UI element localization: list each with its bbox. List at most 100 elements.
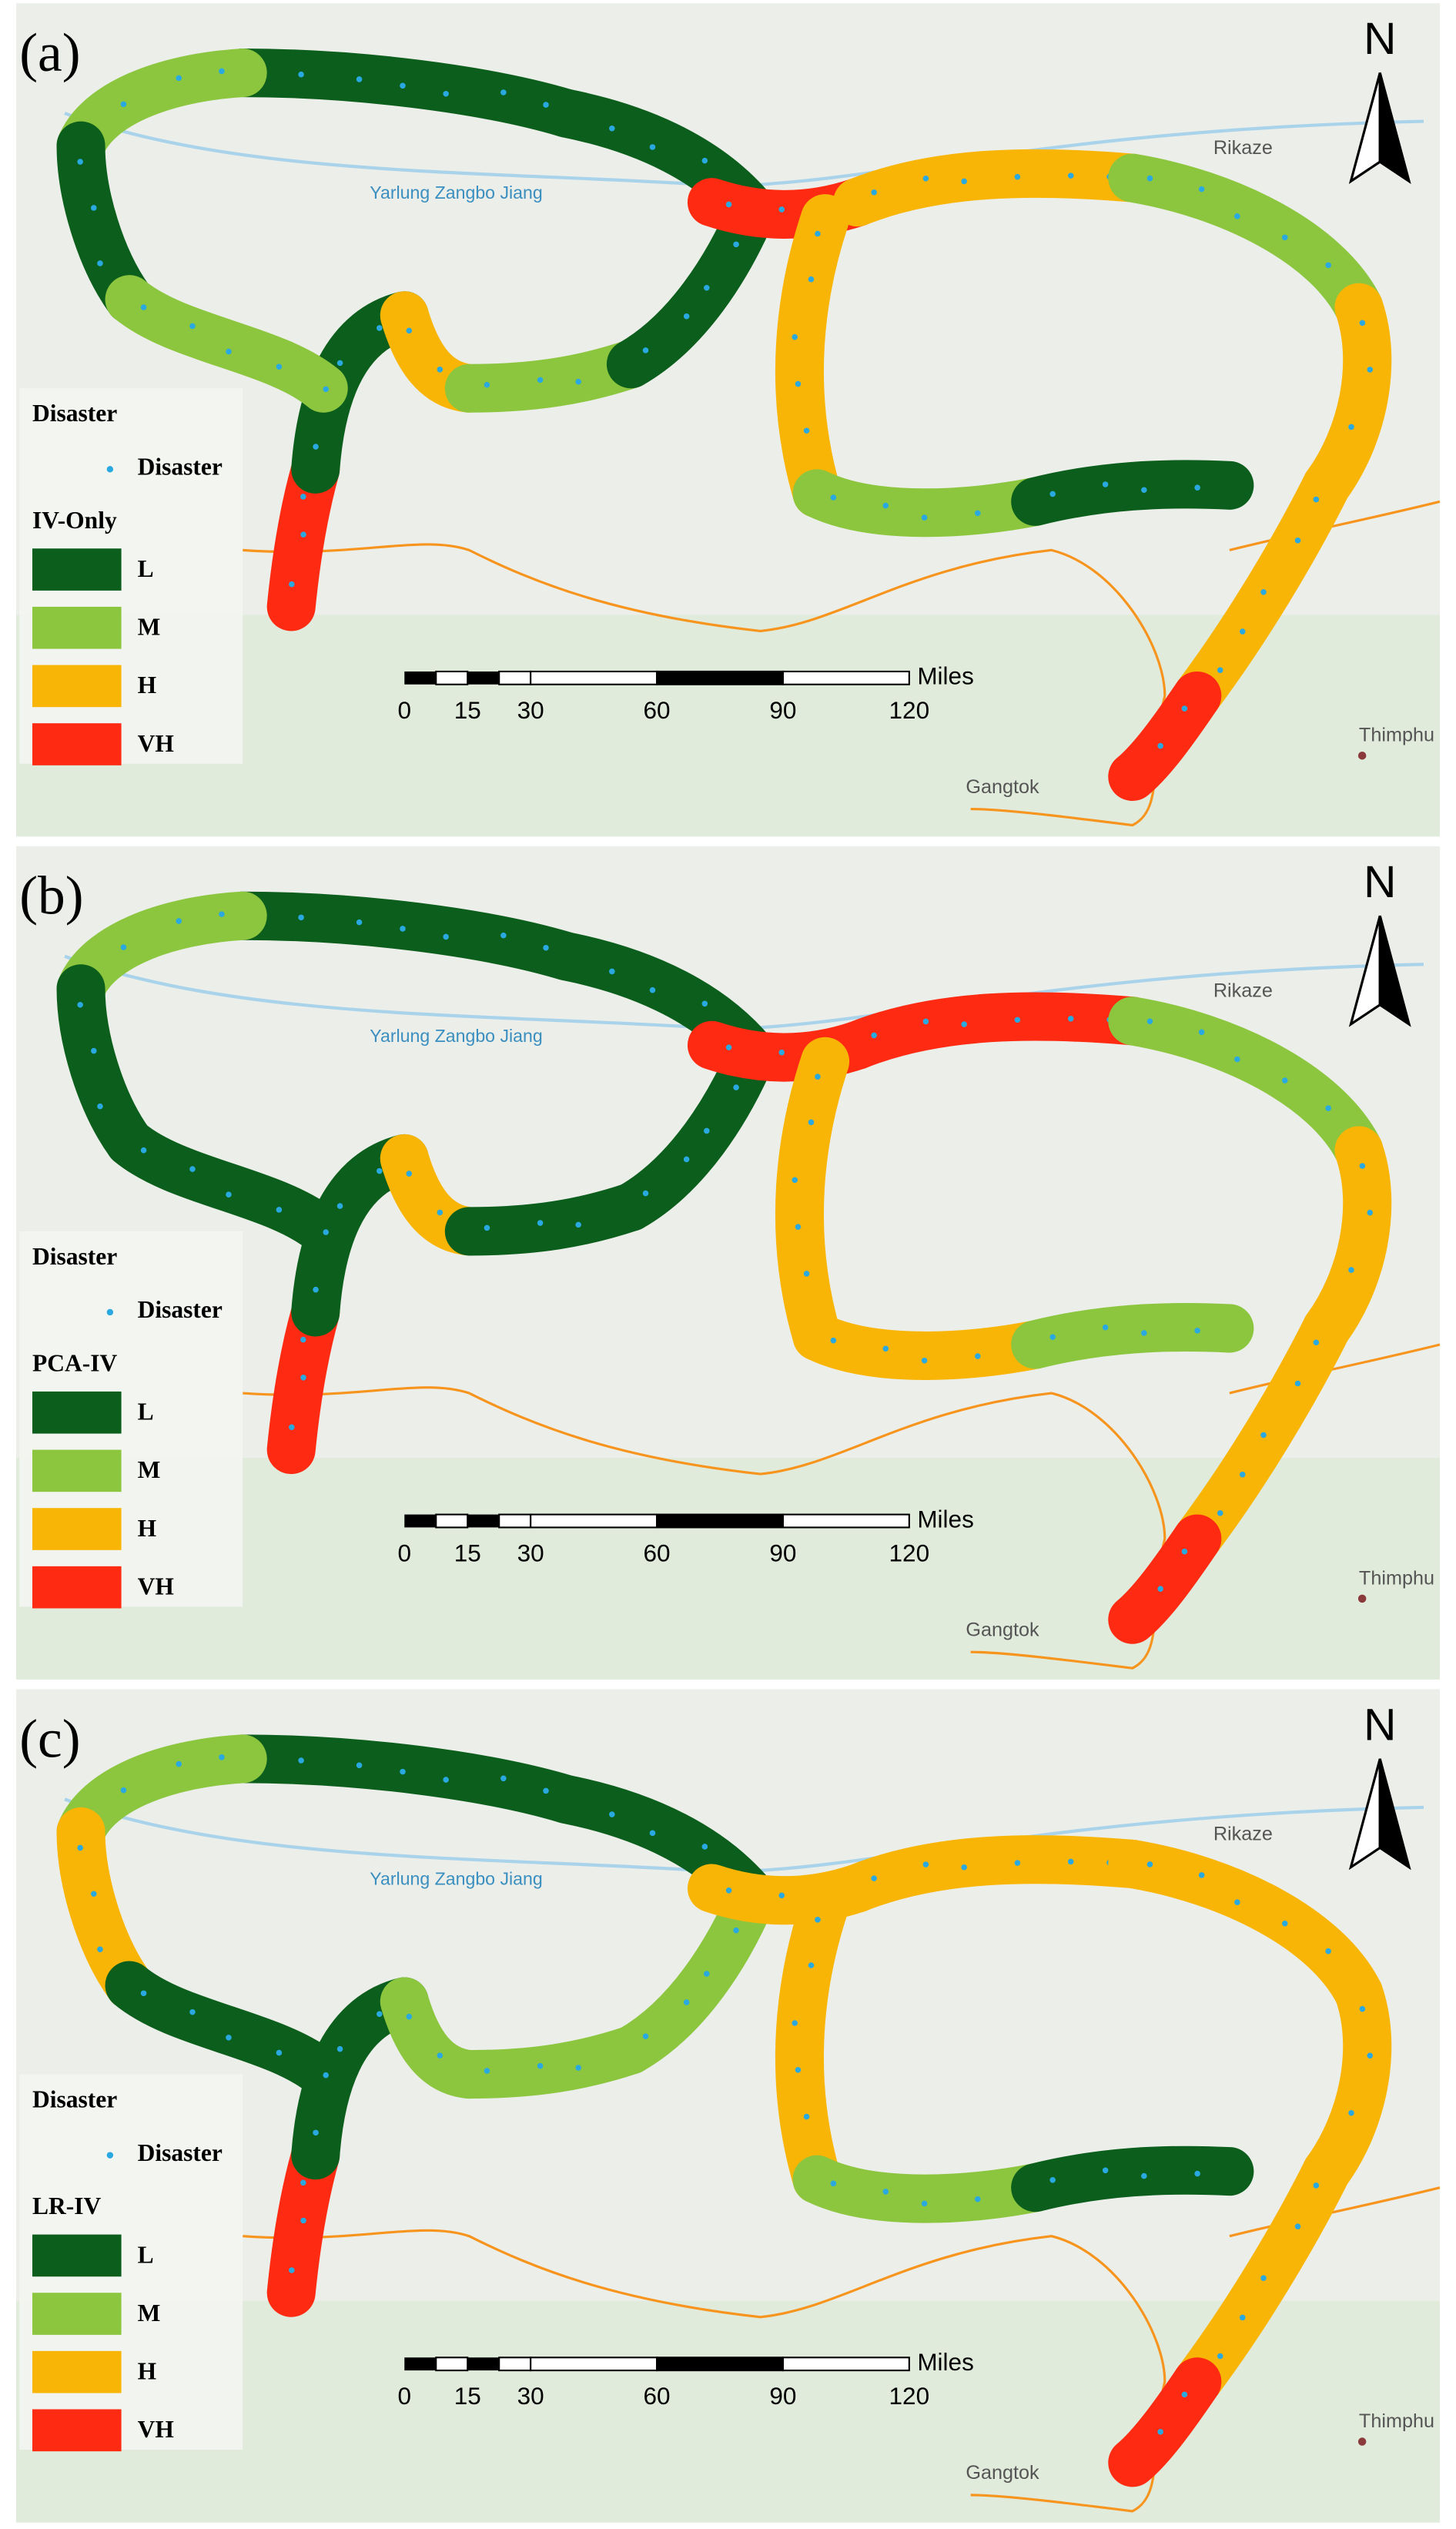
disaster-point — [1194, 1328, 1200, 1334]
disaster-point — [1067, 1858, 1074, 1865]
legend-dot — [106, 1308, 114, 1316]
disaster-point — [704, 1971, 710, 1977]
route-zone — [444, 340, 655, 413]
disaster-point — [1313, 496, 1320, 503]
disaster-point — [1194, 484, 1200, 491]
scale-segment — [498, 2356, 532, 2372]
scale-segment — [435, 670, 469, 685]
disaster-point — [1367, 367, 1374, 373]
disaster-point — [189, 2008, 196, 2015]
disaster-point — [701, 1000, 708, 1007]
disaster-point — [683, 1156, 690, 1163]
disaster-point — [1146, 1861, 1153, 1867]
legend-heading: Disaster — [32, 400, 117, 427]
disaster-point — [377, 2011, 383, 2018]
legend-swatch — [32, 2409, 122, 2452]
disaster-point — [1239, 2314, 1246, 2321]
disaster-point — [1146, 1018, 1153, 1025]
disaster-point — [1181, 705, 1188, 712]
disaster-point — [830, 494, 837, 501]
scale-segment — [435, 2356, 469, 2372]
disaster-point — [792, 1177, 798, 1184]
north-label: N — [1364, 14, 1396, 64]
disaster-point — [323, 1229, 329, 1235]
panel-label: (a) — [19, 22, 80, 83]
disaster-point — [575, 1221, 581, 1228]
scale-label: 15 — [454, 1539, 481, 1566]
city-marker — [1357, 751, 1367, 760]
disaster-point — [701, 1844, 708, 1850]
disaster-point — [400, 1768, 406, 1775]
disaster-point — [1367, 1209, 1374, 1216]
disaster-point — [77, 1001, 83, 1008]
north-arrow — [1378, 915, 1411, 1027]
disaster-point — [649, 144, 656, 150]
disaster-point — [871, 1875, 877, 1881]
disaster-point — [1157, 742, 1163, 749]
disaster-point — [1014, 1017, 1021, 1023]
disaster-point — [778, 1892, 785, 1899]
disaster-point — [176, 75, 182, 82]
disaster-point — [1367, 2052, 1374, 2059]
route-zone — [775, 1037, 850, 1362]
disaster-point — [219, 911, 225, 917]
disaster-point — [443, 90, 449, 97]
disaster-point — [377, 325, 383, 331]
north-label: N — [1364, 1700, 1396, 1750]
disaster-point — [406, 1171, 413, 1177]
legend-swatch — [32, 1566, 122, 1609]
disaster-point — [1198, 1872, 1205, 1878]
disaster-point — [500, 932, 507, 939]
scale-segment — [782, 670, 910, 685]
legend-label: VH — [138, 1573, 174, 1600]
route-zone — [1011, 460, 1254, 526]
disaster-point — [298, 1757, 304, 1764]
route-zone — [775, 1880, 850, 2204]
map-panel: (c) N Yarlung Zangbo Jiang Rikaze Thimphu Gan… — [16, 1689, 1441, 2523]
disaster-point — [1194, 2170, 1200, 2177]
legend-swatch — [32, 1391, 122, 1434]
route-zone — [833, 1835, 1157, 1913]
disaster-point — [437, 1209, 443, 1216]
disaster-point — [140, 304, 147, 310]
disaster-point — [922, 1861, 929, 1867]
legend-label: VH — [138, 2416, 174, 2443]
route-zone — [444, 1182, 655, 1256]
disaster-point — [815, 230, 821, 237]
disaster-point — [1102, 1324, 1109, 1331]
scale-segment — [530, 670, 658, 685]
disaster-point — [1359, 1163, 1366, 1169]
disaster-point — [1325, 1948, 1331, 1955]
disaster-point — [226, 1191, 232, 1198]
city-label: Rikaze — [1213, 137, 1273, 159]
disaster-point — [815, 1917, 821, 1923]
city-label: Thimphu — [1359, 725, 1434, 746]
disaster-point — [323, 386, 329, 393]
legend-label: H — [138, 672, 157, 698]
disaster-point — [704, 1127, 710, 1134]
legend-dot — [106, 2152, 114, 2159]
route-zone — [218, 49, 591, 138]
scale-label: 120 — [889, 1539, 930, 1566]
legend-label: L — [138, 1398, 154, 1425]
disaster-point — [830, 2180, 837, 2187]
city-label: Thimphu — [1359, 1567, 1434, 1589]
disaster-point — [189, 1166, 196, 1172]
disaster-point — [701, 157, 708, 164]
disaster-point — [226, 2035, 232, 2041]
disaster-point — [1198, 186, 1205, 193]
route-zone — [1011, 1303, 1254, 1369]
legend-item: Disaster — [138, 1296, 223, 1323]
disaster-point — [1014, 173, 1021, 180]
disaster-point — [733, 1927, 739, 1934]
disaster-point — [609, 125, 615, 132]
disaster-point — [77, 1844, 83, 1851]
disaster-point — [1014, 1860, 1021, 1866]
disaster-point — [1281, 234, 1288, 241]
city-label: Rikaze — [1213, 1823, 1273, 1844]
scale-segment — [530, 1513, 658, 1529]
legend-item: Disaster — [138, 454, 223, 481]
disaster-point — [803, 427, 810, 434]
disaster-point — [922, 175, 929, 182]
disaster-point — [871, 1032, 877, 1039]
